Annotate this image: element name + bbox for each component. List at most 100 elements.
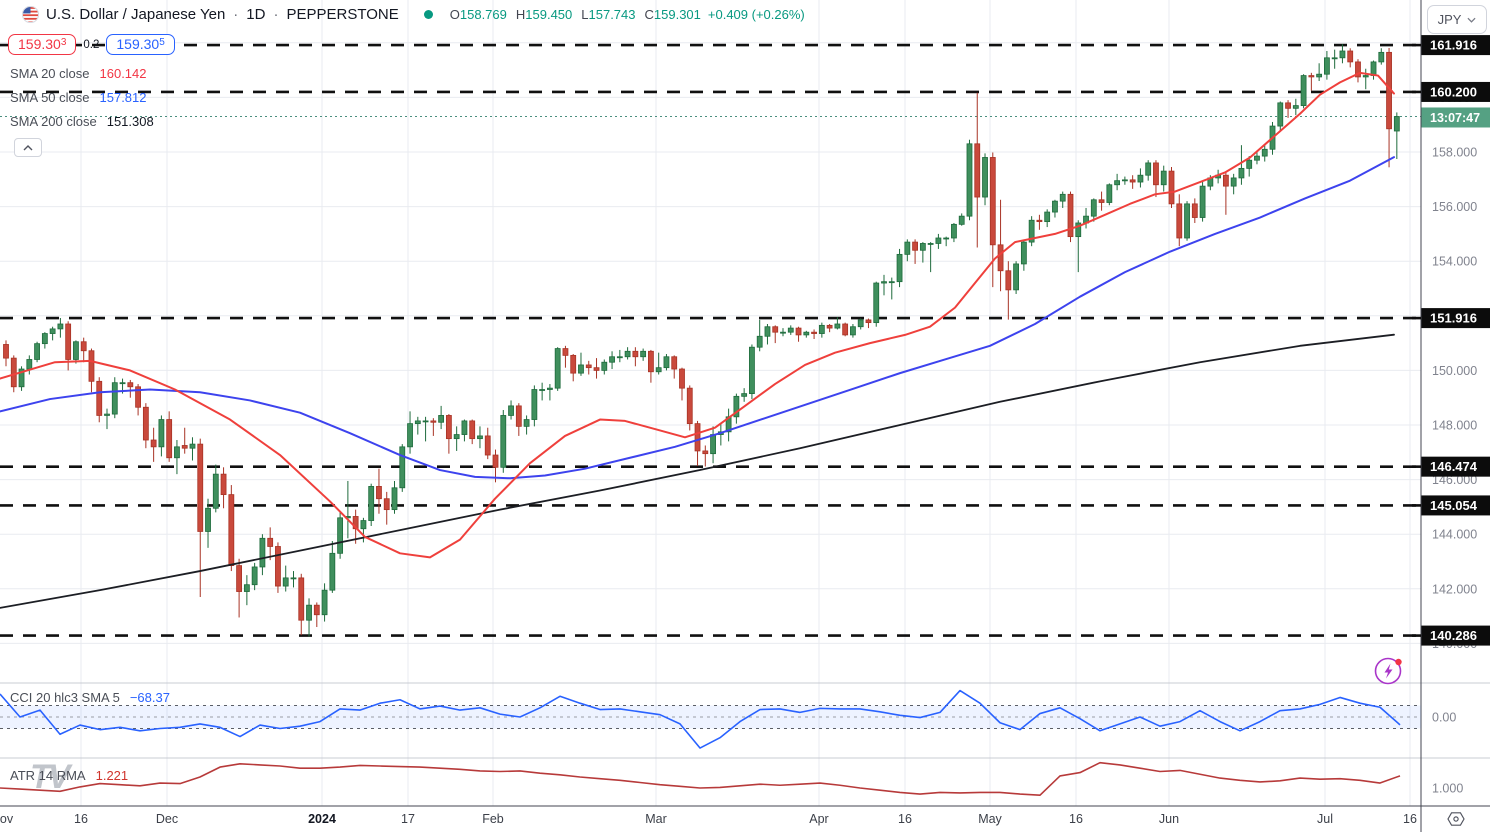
candle (539, 389, 546, 391)
candle (547, 387, 553, 390)
candle (951, 223, 957, 239)
candle (181, 445, 188, 449)
time-axis-label: 2024 (308, 812, 336, 826)
candle (850, 326, 856, 336)
level-price-label (1421, 456, 1490, 477)
candle (694, 423, 701, 452)
candle (1300, 75, 1307, 106)
candle (935, 237, 942, 244)
candle (477, 435, 483, 440)
candle (1137, 174, 1144, 183)
candle (1168, 170, 1175, 205)
price-axis-label: 142.000 (1432, 582, 1477, 596)
candle (578, 364, 584, 374)
logo-watermark: TV (30, 758, 70, 796)
chevron-down-icon (1467, 17, 1476, 23)
candle (127, 382, 134, 388)
candle (1052, 200, 1058, 213)
candle (749, 346, 755, 395)
cci-value: −68.37 (129, 690, 170, 705)
time-axis[interactable] (0, 806, 1421, 832)
candle (624, 350, 631, 358)
candle (834, 323, 841, 329)
price-axis-label: 148.000 (1432, 419, 1477, 433)
symbol-title[interactable]: U.S. Dollar / Japanese Yen (46, 6, 226, 23)
currency-dropdown[interactable]: JPY (1427, 5, 1487, 34)
candle (640, 350, 647, 358)
candle (1370, 61, 1377, 76)
candle (562, 348, 569, 356)
buy-button[interactable]: 159.305 (106, 34, 175, 55)
cci-axis-label: 0.00 (1432, 711, 1456, 725)
candle (842, 323, 849, 336)
candle (1090, 199, 1097, 217)
candle (679, 368, 685, 389)
sma20-line (0, 71, 1395, 559)
candle (756, 335, 763, 348)
candle (1098, 199, 1105, 203)
legend-row-sma200[interactable]: SMA 200 close 151.308 (10, 114, 154, 129)
atr-value: 1.221 (95, 768, 129, 783)
collapse-legend-button[interactable] (14, 138, 42, 157)
candle (515, 405, 522, 427)
candle (399, 446, 406, 489)
candle (811, 331, 817, 334)
candle (632, 350, 639, 358)
candle (686, 387, 693, 425)
candle (1129, 179, 1136, 183)
candle (989, 157, 996, 246)
order-panel: 159.303 0.2 159.305 (8, 34, 175, 55)
candle (1153, 162, 1159, 186)
candle (826, 324, 833, 329)
candle (570, 354, 577, 374)
candle (912, 241, 918, 251)
candle (803, 331, 810, 336)
exchange[interactable]: PEPPERSTONE (286, 6, 399, 23)
candle (780, 331, 786, 334)
candle (275, 546, 281, 587)
candle (554, 348, 561, 389)
candle (772, 326, 779, 333)
candle (34, 343, 40, 360)
cci-band (0, 705, 1421, 729)
candle (1028, 219, 1035, 243)
candle (1285, 102, 1291, 109)
candle (671, 356, 678, 370)
quick-action-button[interactable] (1372, 654, 1406, 693)
candle (1114, 180, 1121, 186)
sma50-value: 157.812 (99, 90, 147, 105)
chart-area[interactable] (0, 0, 1421, 806)
candle (259, 537, 266, 568)
candle (10, 357, 17, 388)
sma200-line (0, 333, 1395, 609)
candle (492, 454, 499, 468)
candle (787, 327, 794, 333)
atr-line (0, 761, 1401, 796)
candle (1059, 193, 1066, 202)
legend-row-sma20[interactable]: SMA 20 close 160.142 (10, 66, 147, 81)
candle (368, 486, 375, 521)
candle (1316, 73, 1323, 78)
level-price-label (1421, 308, 1490, 329)
candle (1075, 222, 1082, 238)
time-axis-label: 16 (898, 812, 912, 826)
legend-row-atr[interactable]: ATR 14 RMA 1.221 (10, 768, 129, 783)
candle (982, 157, 988, 198)
scales-settings-button[interactable] (1421, 806, 1490, 832)
level-price-label-text: 160.200 (1430, 84, 1477, 99)
candle (158, 419, 165, 448)
candle (1044, 211, 1051, 223)
legend-row-cci[interactable]: CCI 20 hlc3 SMA 5 −68.37 (10, 690, 170, 705)
candle (430, 420, 437, 423)
legend-row-sma50[interactable]: SMA 50 close 157.812 (10, 90, 147, 105)
time-axis-label: 16 (74, 812, 88, 826)
level-price-label (1421, 495, 1490, 516)
candle (966, 143, 973, 217)
candle (3, 344, 9, 359)
cci-line (0, 689, 1401, 749)
interval[interactable]: 1D (246, 6, 266, 23)
price-axis[interactable] (1421, 0, 1490, 832)
candle (189, 443, 196, 449)
sell-button[interactable]: 159.303 (8, 34, 77, 55)
